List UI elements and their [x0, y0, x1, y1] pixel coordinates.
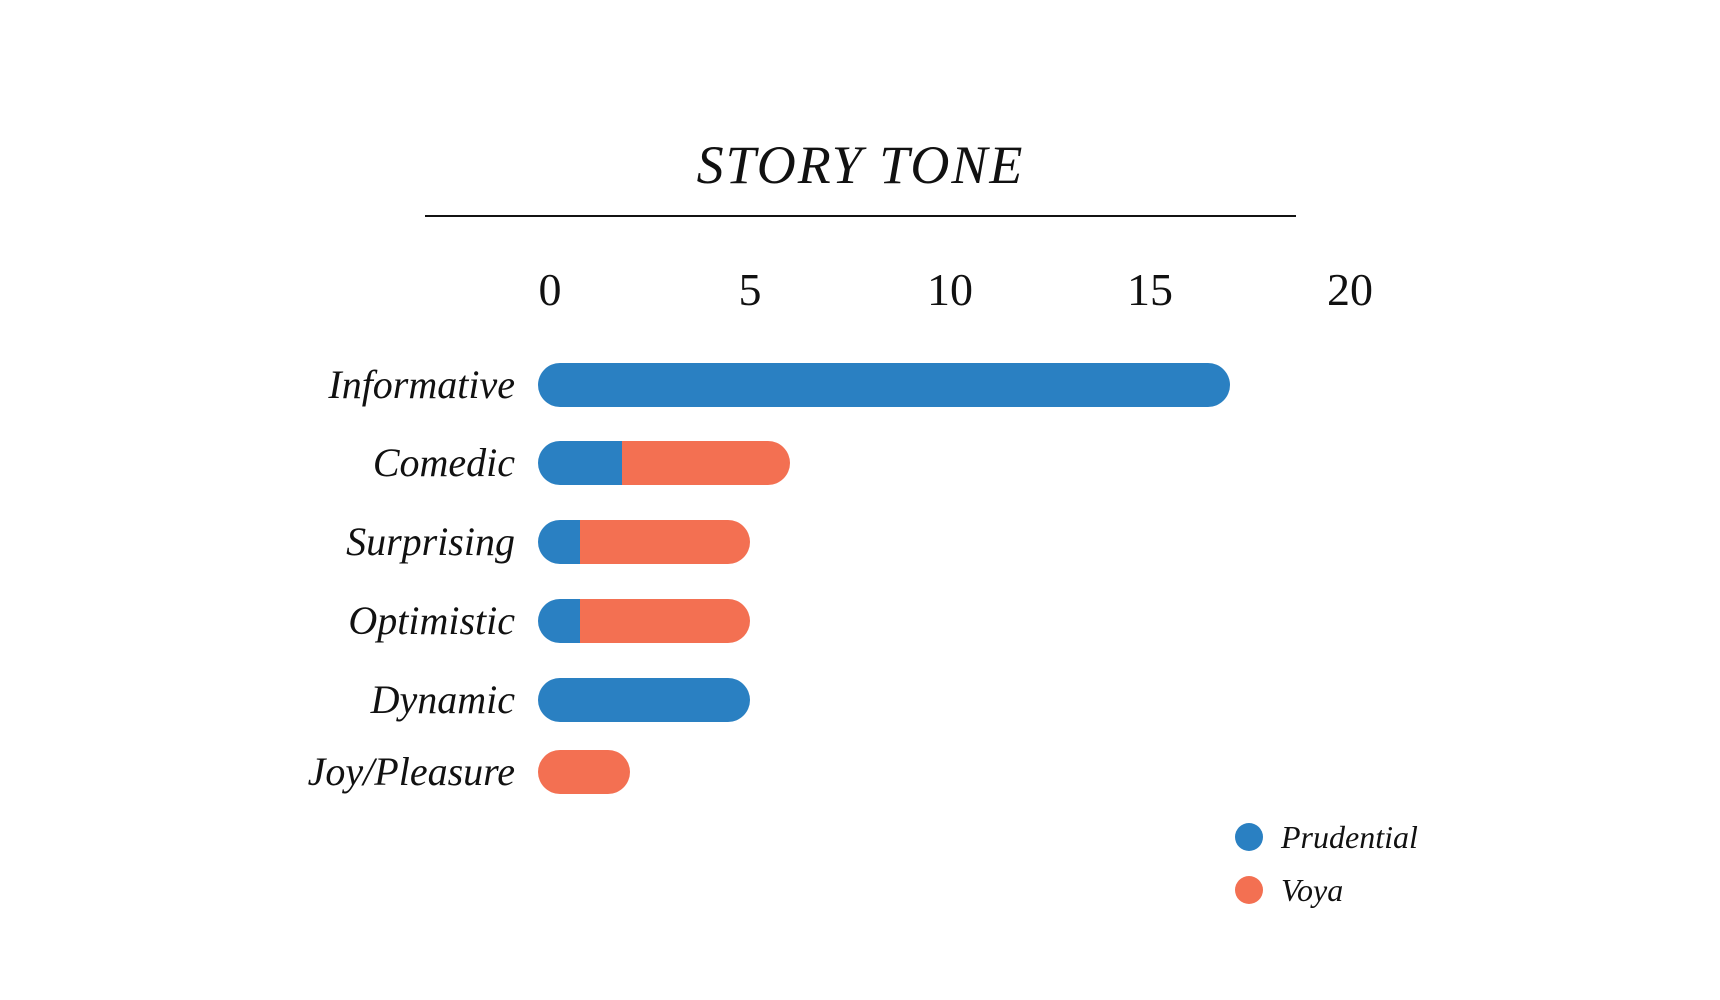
- bar-segment-prudential: [538, 441, 622, 485]
- x-axis-tick-label: 15: [1127, 264, 1173, 315]
- legend-dot-voya-icon: [1235, 876, 1263, 904]
- legend-label: Prudential: [1281, 819, 1418, 855]
- bar-segment-prudential: [538, 363, 1230, 407]
- legend-dot-prudential-icon: [1235, 823, 1263, 851]
- category-label: Comedic: [372, 440, 515, 485]
- legend-label: Voya: [1281, 872, 1344, 908]
- category-label: Informative: [328, 362, 515, 407]
- bar: [538, 363, 1230, 407]
- bar-segment-prudential: [538, 520, 581, 564]
- bar-segment-voya: [538, 750, 630, 794]
- x-axis-tick-label: 5: [738, 264, 762, 315]
- x-axis-tick-label: 0: [538, 264, 562, 315]
- chart-title: STORY TONE: [696, 135, 1025, 195]
- category-label: Surprising: [346, 519, 515, 564]
- x-axis-tick-label: 10: [927, 264, 973, 315]
- bar: [538, 678, 750, 722]
- category-label: Optimistic: [348, 598, 515, 643]
- bar-segment-voya: [622, 441, 790, 485]
- bar-segment-voya: [580, 520, 750, 564]
- bar: [538, 520, 750, 564]
- bar: [538, 750, 630, 794]
- bar: [538, 599, 750, 643]
- bar-segment-prudential: [538, 599, 581, 643]
- x-axis-tick-label: 20: [1327, 264, 1373, 315]
- bar-segment-prudential: [538, 678, 750, 722]
- bar-segment-voya: [580, 599, 750, 643]
- legend-item-prudential: Prudential: [1235, 821, 1418, 853]
- title-divider: [425, 215, 1296, 217]
- category-label: Dynamic: [370, 677, 515, 722]
- bar: [538, 441, 790, 485]
- legend-item-voya: Voya: [1235, 874, 1343, 906]
- category-label: Joy/Pleasure: [307, 749, 515, 794]
